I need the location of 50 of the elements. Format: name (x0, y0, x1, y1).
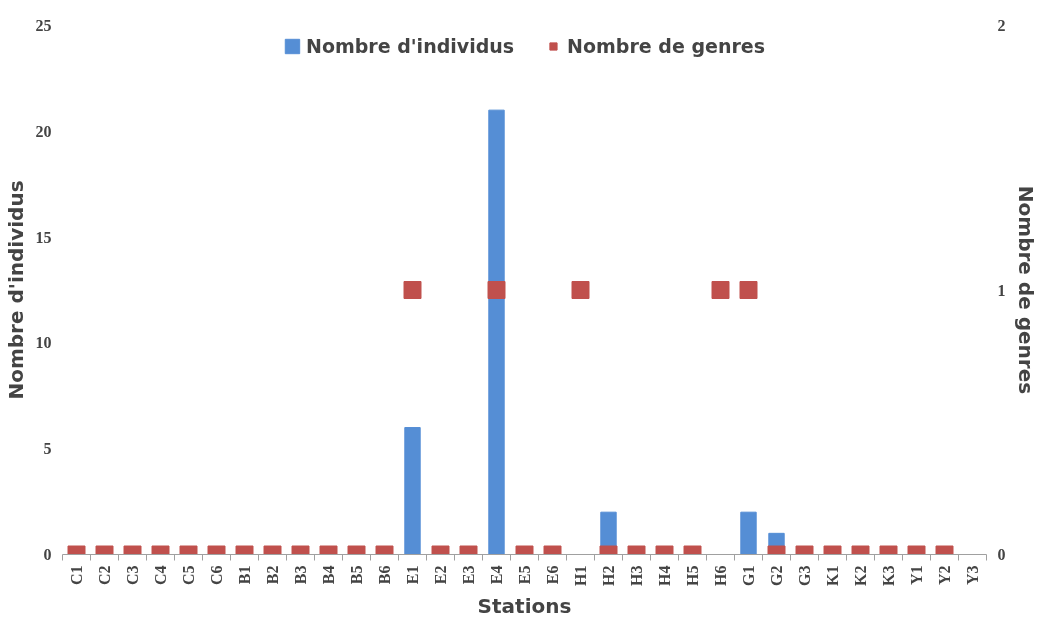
x-tick-label: C3 (124, 565, 141, 586)
y-tick-label: 10 (35, 334, 52, 352)
x-tick-label: Y1 (908, 565, 925, 586)
x-tick-label: H2 (600, 565, 617, 586)
x-tick-label: E3 (460, 565, 477, 585)
x-tick-label: H6 (712, 565, 729, 586)
x-tick-label: C2 (96, 565, 113, 586)
x-tick-label: G3 (796, 565, 813, 586)
x-tick-label: C1 (68, 565, 85, 586)
x-tick-label: H1 (572, 565, 589, 586)
bar (740, 511, 757, 555)
y-tick-label: 15 (35, 228, 52, 246)
y2-tick-label: 0 (997, 546, 1006, 563)
x-tick-label: B6 (376, 565, 393, 585)
bar (404, 427, 421, 555)
x-tick-label: K2 (852, 565, 869, 586)
x-tick-label: E4 (488, 565, 505, 585)
y-tick-label: 5 (43, 440, 52, 458)
x-axis-title: Stations (477, 593, 572, 618)
x-tick-label: B5 (348, 565, 365, 585)
x-tick-label: H3 (628, 565, 645, 586)
x-tick-label: C6 (208, 565, 225, 586)
x-tick-label: B1 (236, 565, 253, 585)
x-tick-label: K1 (824, 565, 841, 586)
y-tick-label: 0 (43, 546, 52, 563)
x-tick-label: B3 (292, 565, 309, 585)
x-tick-label: Y3 (964, 565, 981, 586)
x-tick-label: H5 (684, 565, 701, 586)
y-tick-label: 20 (35, 122, 52, 140)
x-tick-label: E1 (404, 565, 421, 585)
legend-label: Nombre d'individus (305, 35, 515, 57)
y-axis-title: Nombre d'individus (3, 180, 28, 400)
legend-label: Nombre de genres (567, 35, 766, 57)
x-tick-label: G2 (768, 565, 785, 586)
y2-tick-label: 2 (997, 17, 1006, 34)
x-tick-label: H4 (656, 565, 673, 586)
y2-tick-label: 1 (997, 281, 1006, 299)
x-tick-label: E5 (516, 565, 533, 585)
x-tick-label: E2 (432, 565, 449, 585)
x-tick-label: C5 (180, 565, 197, 586)
x-tick-label: C4 (152, 565, 169, 586)
bar (488, 109, 505, 555)
x-tick-label: Y2 (936, 565, 953, 586)
x-tick-label: K3 (880, 565, 897, 586)
x-tick-label: B4 (320, 565, 337, 585)
y-tick-label: 25 (35, 17, 52, 34)
x-tick-label: G1 (740, 565, 757, 586)
y2-axis-title: Nombre de genres (1013, 185, 1038, 395)
x-tick-label: E6 (544, 565, 561, 585)
x-tick-label: B2 (264, 565, 281, 585)
